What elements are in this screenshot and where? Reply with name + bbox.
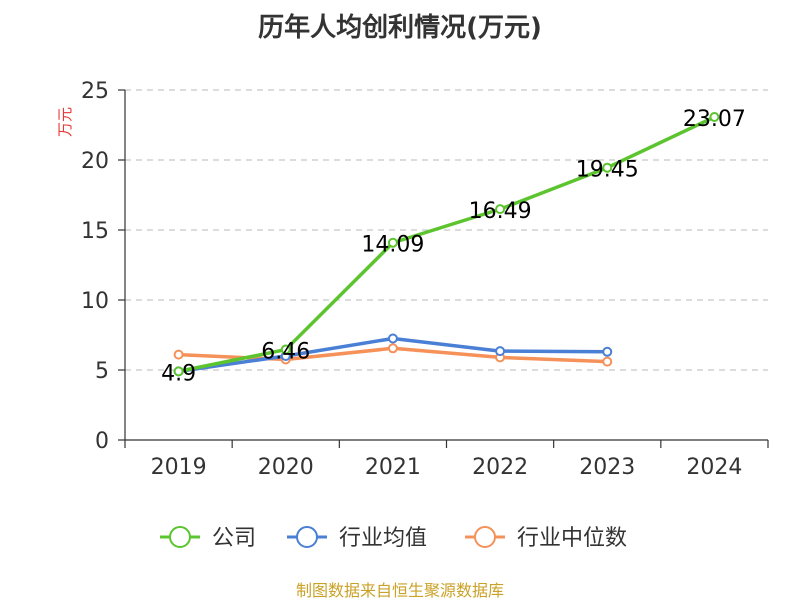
source-note: 制图数据来自恒生聚源数据库 xyxy=(296,581,504,600)
y-tick-label: 0 xyxy=(95,429,109,454)
legend-swatch-marker xyxy=(474,526,496,548)
legend-label: 行业均值 xyxy=(339,526,427,551)
legend[interactable]: 公司 行业均值 行业中位数 xyxy=(160,526,627,551)
data-point xyxy=(387,333,398,344)
data-point xyxy=(387,237,398,248)
chart-title: 历年人均创利情况(万元) xyxy=(258,12,542,43)
legend-swatch-marker xyxy=(296,526,318,548)
y-tick-label: 5 xyxy=(95,359,109,384)
data-point xyxy=(602,346,613,357)
x-tick-label: 2020 xyxy=(258,455,314,480)
data-point xyxy=(173,349,184,360)
x-tick-label: 2021 xyxy=(365,455,421,480)
series-group xyxy=(173,112,720,377)
y-tick-label: 10 xyxy=(81,289,109,314)
data-point xyxy=(495,204,506,215)
data-point xyxy=(387,343,398,354)
axes: 0 5 10 15 20 25 2019 2020 2021 2022 2023 2024 xyxy=(81,79,769,480)
legend-item[interactable]: 公司 xyxy=(160,526,256,551)
data-label: 6.46 xyxy=(261,340,310,365)
data-point xyxy=(602,162,613,173)
data-label: 19.45 xyxy=(576,158,639,183)
data-label: 16.49 xyxy=(469,199,532,224)
legend-label: 公司 xyxy=(212,526,256,551)
legend-label: 行业中位数 xyxy=(517,526,627,551)
data-labels: 4.9 6.46 14.09 16.49 19.45 23.07 xyxy=(161,107,746,386)
legend-swatch-marker xyxy=(169,526,191,548)
data-label: 23.07 xyxy=(683,107,746,132)
x-tick-label: 2022 xyxy=(472,455,528,480)
legend-item[interactable]: 行业中位数 xyxy=(465,526,627,551)
legend-item[interactable]: 行业均值 xyxy=(287,526,427,551)
data-point xyxy=(495,346,506,357)
y-tick-label: 25 xyxy=(81,79,109,104)
y-axis-label: 万元 xyxy=(56,107,74,137)
data-label: 4.9 xyxy=(161,361,196,386)
series-line-0 xyxy=(178,115,716,374)
data-point xyxy=(280,344,291,355)
data-point xyxy=(709,112,720,123)
x-tick-label: 2019 xyxy=(151,455,207,480)
x-tick-label: 2024 xyxy=(686,455,742,480)
y-tick-label: 15 xyxy=(81,219,109,244)
x-tick-label: 2023 xyxy=(579,455,635,480)
data-point xyxy=(602,356,613,367)
y-tick-label: 20 xyxy=(81,149,109,174)
grid xyxy=(125,89,768,371)
data-label: 14.09 xyxy=(361,233,424,258)
data-point xyxy=(173,366,184,377)
